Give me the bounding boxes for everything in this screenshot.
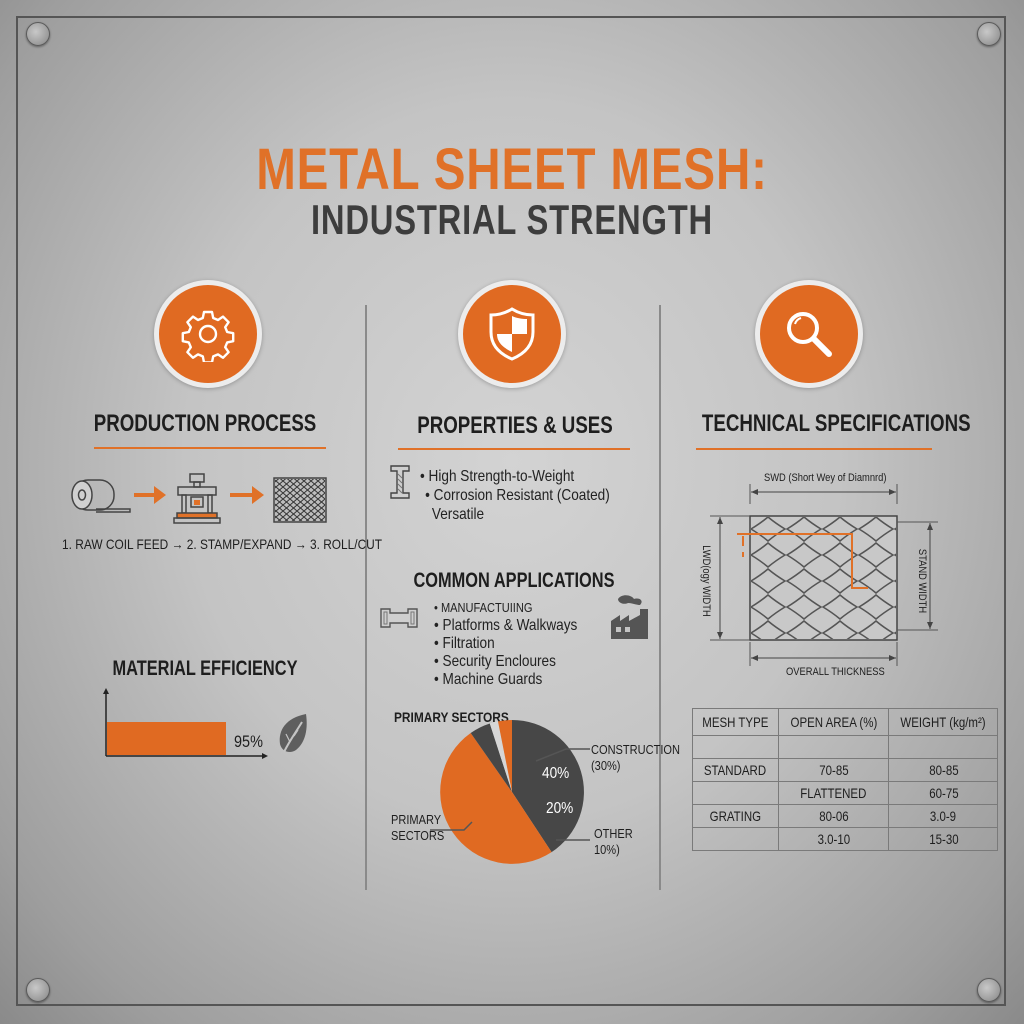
common-applications-title: COMMON APPLICATIONS (413, 569, 615, 592)
applications-list: • MANUFACTUIING • Platforms & Walkways •… (434, 599, 603, 689)
efficiency-bar (107, 722, 226, 755)
mesh-specs-table: MESH TYPE OPEN AREA (%) WEIGHT (kg/m²) S… (692, 708, 999, 851)
application-item: • Security Encloures (434, 653, 556, 670)
production-icon-badge (154, 280, 262, 388)
table-row: FLATTENED 60-75 (692, 781, 999, 805)
header-open-area: OPEN AREA (%) (790, 714, 877, 730)
specs-title-rule (696, 448, 932, 450)
pie-slice-small-orange (498, 720, 512, 792)
other-label: OTHER 10%) (594, 826, 633, 857)
header-mesh-type: MESH TYPE (702, 714, 769, 730)
table-row (692, 735, 999, 759)
magnifier-icon (787, 312, 832, 357)
pie-slice-primary (440, 733, 552, 864)
mesh-sheet-icon (273, 477, 327, 523)
lwd-label: LWD(ogy WIDTH (700, 545, 712, 617)
factory-icon (611, 595, 648, 639)
material-efficiency-title: MATERIAL EFFICIENCY (112, 657, 298, 680)
primary-sectors-heading: PRIMARY SECTORS (394, 709, 509, 725)
pie-inner-label-20: 20% (546, 800, 574, 817)
properties-item: • Corrosion Resistant (Coated) (425, 487, 610, 504)
panel-frame (16, 16, 1006, 1006)
strand-width-label: STAND WIDTH (916, 548, 928, 614)
production-title-rule (94, 447, 326, 449)
shield-icon (489, 307, 535, 361)
screw-bottom-left (26, 978, 50, 1002)
application-item: • Platforms & Walkways (434, 617, 578, 634)
application-item: • MANUFACTUIING (434, 600, 533, 615)
properties-item: Versatile (431, 506, 485, 523)
technical-specifications-title: TECHNICAL SPECIFICATIONS (701, 410, 971, 437)
application-item: • Machine Guards (434, 671, 543, 688)
process-steps-caption: 1. RAW COIL FEED → 2. STAMP/EXPAND → 3. … (62, 536, 383, 552)
production-process-title: PRODUCTION PROCESS (93, 410, 317, 437)
i-beam-icon (390, 465, 410, 499)
press-icon (173, 473, 221, 524)
pie-slice-small-light (489, 721, 512, 792)
screw-top-left (26, 22, 50, 46)
screw-bottom-right (977, 978, 1001, 1002)
efficiency-value: 95% (234, 732, 263, 751)
arrow-icon (134, 486, 166, 504)
table-row: STANDARD 70-85 80-85 (692, 758, 999, 782)
header-weight: WEIGHT (kg/m²) (900, 714, 987, 730)
sectors-pie-chart (430, 720, 590, 864)
properties-icon-badge (458, 280, 566, 388)
leaf-icon (279, 714, 307, 753)
properties-item: • High Strength-to-Weight (420, 468, 575, 485)
pipe-icon (380, 608, 418, 628)
table-row: GRATING 80-06 3.0-9 (692, 804, 999, 828)
page-title: METAL SHEET MESH: (256, 137, 768, 202)
table-header-row: MESH TYPE OPEN AREA (%) WEIGHT (kg/m²) (692, 708, 999, 736)
pie-slice-small-dark (470, 723, 512, 792)
process-flow-diagram (71, 473, 327, 524)
swd-label: SWD (Short Wey of Diamnrd) (764, 472, 887, 484)
arrow-icon (230, 486, 264, 504)
page-subtitle: INDUSTRIAL STRENGTH (311, 196, 713, 243)
gear-icon (181, 310, 235, 362)
properties-list: • High Strength-to-Weight • Corrosion Re… (420, 467, 643, 524)
overall-thickness-label: OVERALL THICKNESS (786, 666, 885, 678)
properties-title-rule (398, 448, 630, 450)
table-row: 3.0-10 15-30 (692, 827, 999, 851)
application-item: • Filtration (434, 635, 495, 652)
properties-uses-title: PROPERTIES & USES (417, 412, 613, 439)
primary-sectors-label: PRIMARY SECTORS (391, 812, 445, 843)
specs-icon-badge (755, 280, 863, 388)
pie-inner-label-40: 40% (542, 765, 570, 782)
column-divider-right (659, 305, 661, 890)
construction-label: CONSTRUCTION (30%) (591, 742, 681, 773)
coil-icon (71, 479, 131, 513)
pie-slice-construction (512, 720, 584, 853)
efficiency-bar-chart (103, 688, 268, 759)
screw-top-right (977, 22, 1001, 46)
mesh-dimension-diagram (710, 484, 938, 666)
column-divider-left (365, 305, 367, 890)
